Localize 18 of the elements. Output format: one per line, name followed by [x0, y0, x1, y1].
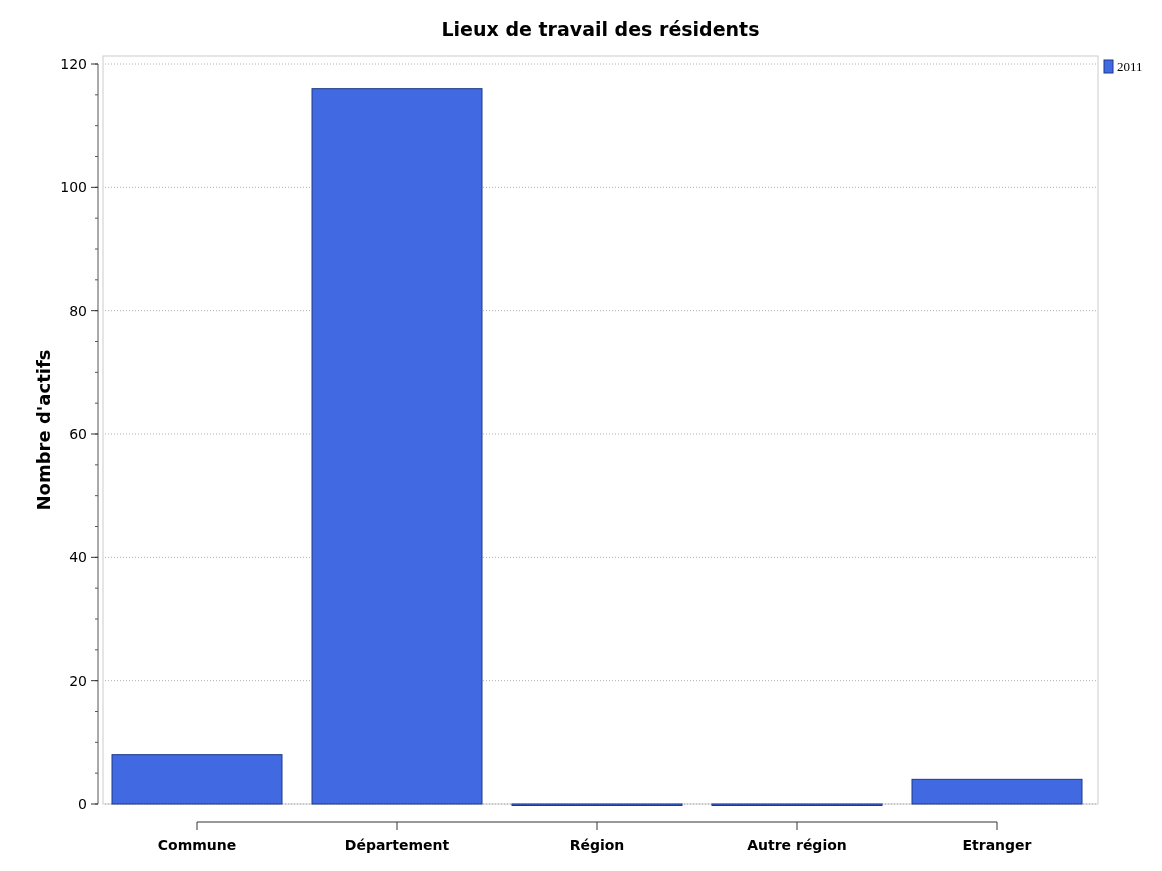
- x-tick-label: Commune: [157, 837, 237, 853]
- y-tick-label: 60: [69, 425, 87, 442]
- y-tick-label: 40: [69, 549, 87, 566]
- x-tick-label: Région: [569, 837, 625, 853]
- bar: [911, 778, 1083, 805]
- y-tick-label: 20: [69, 672, 87, 689]
- x-tick-label: Département: [344, 837, 450, 853]
- y-tick-label: 80: [69, 302, 87, 319]
- x-tick-label: Autre région: [747, 837, 847, 853]
- y-tick-label: 100: [60, 179, 87, 196]
- y-tick-label: 0: [78, 795, 87, 812]
- x-tick-label: Etranger: [962, 837, 1032, 853]
- y-axis-title: Nombre d'actifs: [33, 349, 54, 511]
- bar: [111, 754, 283, 805]
- bar: [311, 88, 483, 805]
- legend-label: 2011: [1117, 59, 1143, 74]
- y-tick-label: 120: [60, 55, 87, 72]
- chart-title: Lieux de travail des résidents: [441, 18, 760, 40]
